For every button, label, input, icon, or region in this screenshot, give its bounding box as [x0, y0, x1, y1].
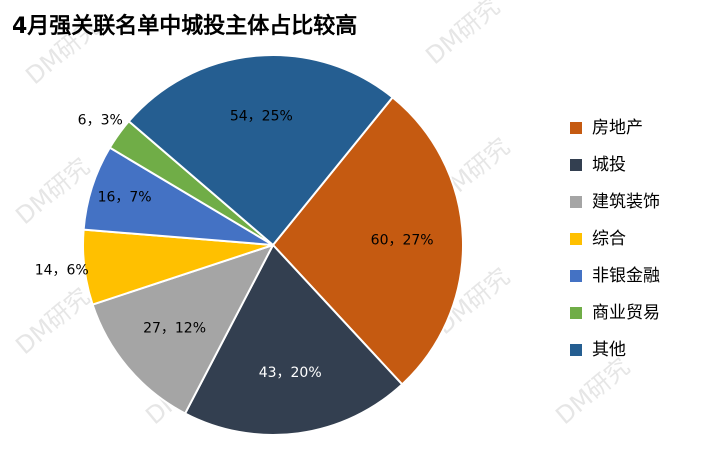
watermark: DM研究	[10, 282, 95, 359]
legend-label: 城投	[592, 155, 626, 175]
legend-label: 商业贸易	[592, 303, 660, 323]
pie-slice	[271, 95, 464, 386]
watermark: DM研究	[550, 352, 635, 429]
data-label: 14，6%	[35, 262, 89, 278]
legend-swatch	[570, 233, 582, 245]
data-label: 54，25%	[230, 108, 293, 124]
legend-label: 综合	[592, 229, 626, 249]
chart-title: 4月强关联名单中城投主体占比较高	[12, 13, 357, 39]
legend-swatch	[570, 196, 582, 208]
legend-label: 其他	[592, 340, 626, 360]
legend-label: 非银金融	[592, 266, 660, 286]
pie-slice	[127, 54, 394, 247]
watermark: DM研究	[10, 152, 95, 229]
pie-slice	[183, 243, 404, 436]
legend-swatch	[570, 344, 582, 356]
pie-slice	[91, 243, 276, 415]
legend-swatch	[570, 270, 582, 282]
legend-label: 建筑装饰	[592, 192, 660, 212]
legend-swatch	[570, 307, 582, 319]
data-label: 60，27%	[371, 233, 434, 249]
watermark: DM研究	[420, 0, 505, 70]
data-label: 27，12%	[143, 321, 206, 337]
legend-label: 房地产	[592, 118, 643, 138]
legend-swatch	[570, 122, 582, 134]
legend-swatch	[570, 159, 582, 171]
data-label: 43，20%	[259, 365, 322, 381]
data-label: 6，3%	[78, 113, 123, 129]
data-label: 16，7%	[98, 190, 152, 206]
